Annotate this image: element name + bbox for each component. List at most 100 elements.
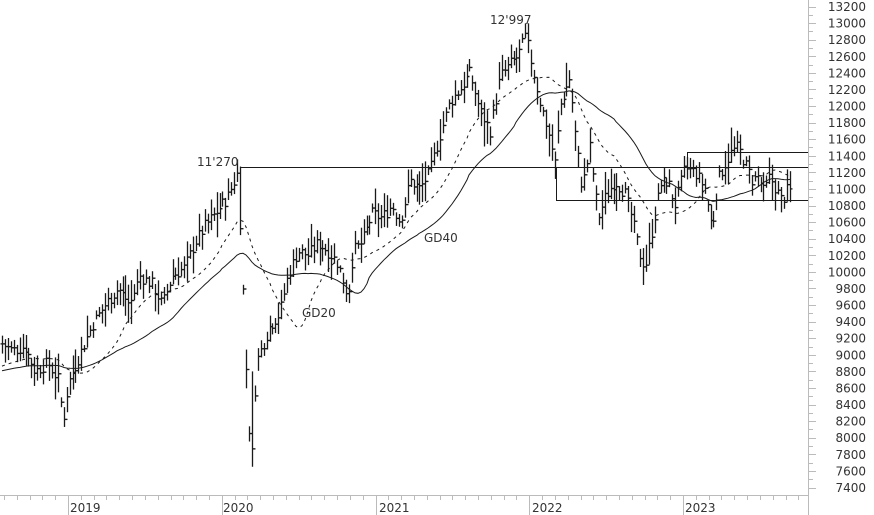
y-tick-label: 9200 [835,332,866,346]
ohlc-bar [576,130,581,168]
ohlc-bar [65,387,70,421]
ohlc-bar [3,339,8,363]
ohlc-bar [497,62,502,105]
ohlc-bar [300,244,305,260]
y-tick-label: 10400 [828,232,866,246]
ohlc-bar [215,192,220,238]
ohlc-bar [79,336,84,371]
ohlc-bar [550,124,555,161]
y-tick-label: 9600 [835,299,866,313]
ohlc-bar [547,123,552,157]
ohlc-bar [676,180,681,209]
gd40-label: GD40 [424,231,458,245]
ohlc-bar [138,261,143,290]
ohlc-bar [714,193,719,222]
ohlc-bar [470,66,475,91]
ohlc-bar [447,99,452,113]
x-tick-label: 2019 [70,501,101,515]
ohlc-bar [720,168,725,181]
y-tick-label: 9400 [835,315,866,329]
ohlc-bar [6,338,11,361]
ohlc-bar [185,241,190,282]
ohlc-bar [432,142,437,166]
ohlc-bar [291,249,296,278]
ohlc-bar [667,169,672,188]
ohlc-bar [503,59,508,77]
y-tick-label: 8200 [835,415,866,429]
gd20-moving-average-line [1,76,791,374]
ohlc-bar [573,102,578,151]
y-tick-label: 11200 [828,166,866,180]
ohlc-bar [420,163,425,203]
ohlc-bar [344,279,349,302]
y-tick-label: 10000 [828,265,866,279]
ohlc-bar [297,247,302,263]
y-tick-label: 11000 [828,182,866,196]
ohlc-bar [223,197,228,221]
y-tick-label: 7800 [835,448,866,462]
ohlc-bar [653,206,658,238]
ohlc-bar [606,179,611,204]
x-axis: 2019 2020 2021 2022 2023 [0,495,808,515]
ohlc-bar [373,188,378,225]
ohlc-bar [753,171,758,186]
ohlc-bar [685,157,690,180]
ohlc-bar [609,168,614,200]
ohlc-bar [544,109,549,139]
ohlc-bar [147,276,152,294]
ohlc-bar [206,213,211,234]
y-tick-label: 10600 [828,216,866,230]
ohlc-bar [203,209,208,235]
ohlc-bar [591,141,596,182]
ohlc-bar [18,337,23,362]
ohlc-bar [756,166,761,187]
ohlc-bar [397,213,402,227]
ohlc-bar [750,168,755,196]
ohlc-bar [306,238,311,266]
ohlc-bar [482,102,487,147]
ohlc-bar [620,184,625,202]
ohlc-bar [535,76,540,105]
ohlc-bar [679,169,684,192]
ohlc-bar [244,288,249,389]
y-tick-label: 12600 [828,50,866,64]
ohlc-bar [453,80,458,106]
y-tick-label: 7600 [835,464,866,478]
ohlc-bar [68,371,73,398]
y-tick-label: 8600 [835,381,866,395]
ohlc-bar [144,269,149,285]
ohlc-bar [94,310,99,331]
ohlc-bar [44,349,49,373]
ohlc-bar [526,23,531,54]
y-tick-label: 8400 [835,398,866,412]
y-tick-label: 10800 [828,199,866,213]
ohlc-bar [406,169,411,206]
ohlc-bar [232,172,237,195]
ohlc-bar [626,185,631,213]
ohlc-bar [176,257,181,286]
ohlc-bar [588,128,593,165]
ohlc-bar [485,110,490,144]
ohlc-bar [444,107,449,127]
gd20-label: GD20 [302,306,336,320]
ohlc-bar [238,166,243,236]
ohlc-bar [341,267,346,294]
ohlc-bar [556,110,561,161]
x-tick-label: 2023 [685,501,716,515]
y-tick-label: 12200 [828,83,866,97]
ohlc-bar [303,247,308,271]
ohlc-bar [294,247,299,269]
ohlc-bar [703,178,708,194]
ohlc-bar [112,292,117,309]
ohlc-bar [326,238,331,273]
ohlc-bar [773,179,778,211]
ohlc-bar [532,62,537,84]
ohlc-bar [126,284,131,323]
y-tick-label: 8800 [835,365,866,379]
ohlc-bar [594,173,599,211]
ohlc-bar [644,244,649,272]
y-tick-label: 8000 [835,431,866,445]
ohlc-bar [256,348,261,397]
ohlc-bar [285,267,290,295]
ohlc-bar [488,121,493,146]
